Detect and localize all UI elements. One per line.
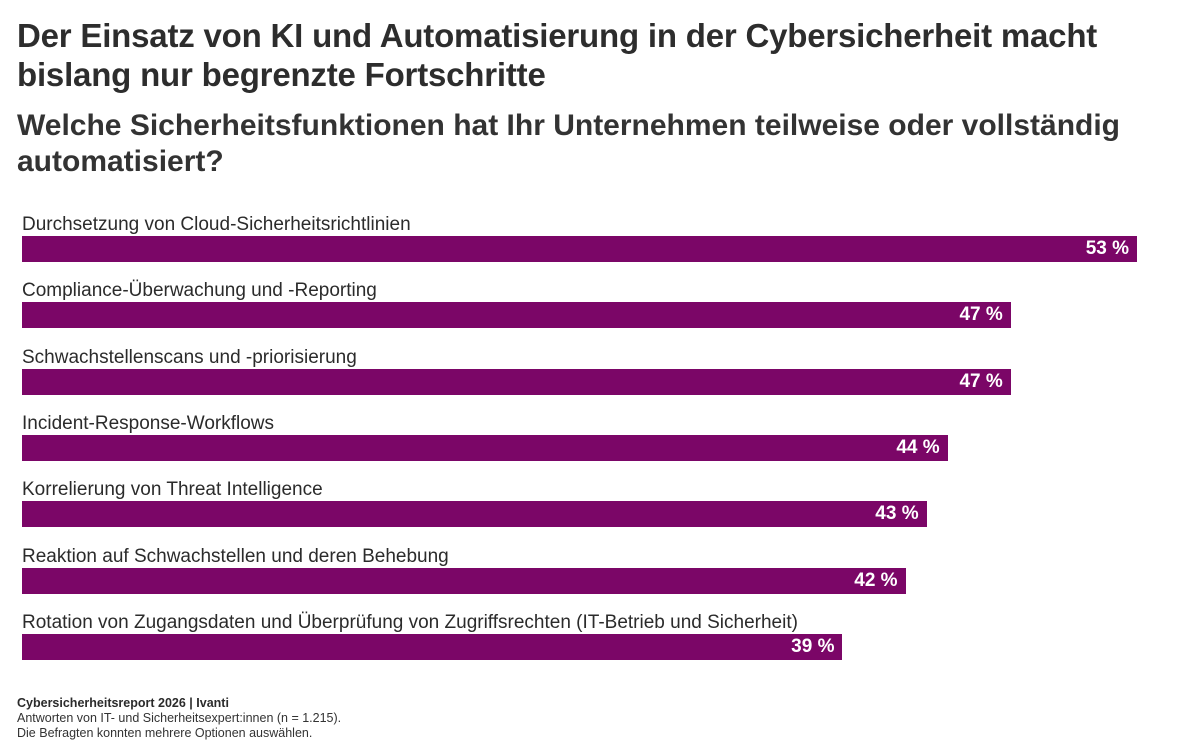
bar-value-label: 47 %: [959, 370, 1003, 392]
bar: [22, 567, 906, 594]
bar: [22, 434, 948, 461]
bar: [22, 302, 1011, 329]
category-label: Durchsetzung von Cloud-Sicherheitsrichtl…: [22, 214, 411, 235]
chart-subtitle: Welche Sicherheitsfunktionen hat Ihr Unt…: [17, 109, 1120, 178]
category-label: Incident-Response-Workflows: [22, 412, 275, 434]
bar-value-label: 42 %: [854, 569, 898, 591]
bar-value-label: 47 %: [959, 304, 1003, 326]
category-label: Rotation von Zugangsdaten und Überprüfun…: [22, 611, 798, 633]
bar-value-label: 39 %: [791, 635, 835, 657]
source-label: Cybersicherheitsreport 2026 | Ivanti: [17, 696, 229, 710]
sample-note: Antworten von IT- und Sicherheitsexpert:…: [17, 711, 342, 725]
category-label: Korrelierung von Threat Intelligence: [22, 479, 323, 501]
footer: Cybersicherheitsreport 2026 | Ivanti Ant…: [17, 696, 341, 741]
multiple-choice-note: Die Befragten konnten mehrere Optionen a…: [17, 726, 313, 740]
bar: [22, 368, 1011, 395]
chart-title: Der Einsatz von KI und Automatisierung i…: [17, 17, 1098, 93]
bar-value-label: 53 %: [1085, 238, 1129, 259]
category-label: Compliance-Überwachung und -Reporting: [22, 280, 377, 302]
bar: [22, 501, 927, 528]
bar-value-label: 44 %: [896, 436, 940, 458]
bar: [22, 633, 843, 660]
category-label: Schwachstellenscans und -priorisierung: [22, 346, 357, 368]
bar-value-label: 43 %: [875, 503, 919, 525]
bar: [22, 236, 1137, 262]
category-label: Reaktion auf Schwachstellen und deren Be…: [22, 545, 449, 567]
